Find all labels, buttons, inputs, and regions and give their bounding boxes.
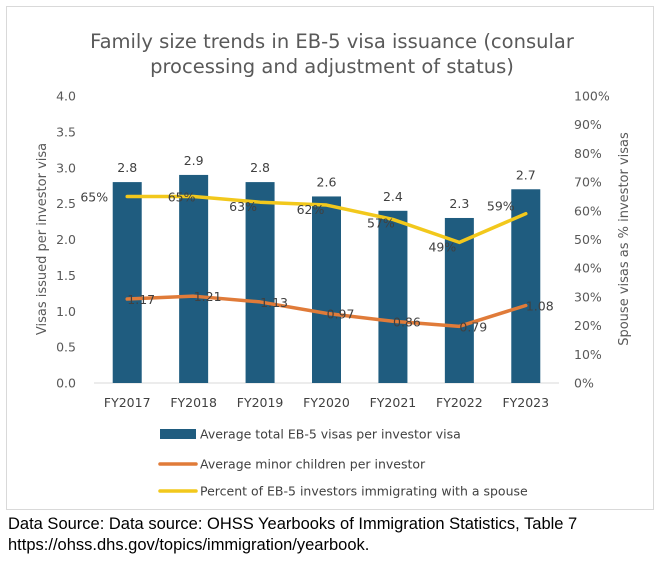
source-line-1: Data Source: Data source: OHSS Yearbooks…: [8, 515, 578, 533]
y-left-tick-label: 3.5: [56, 124, 76, 139]
children-data-label: 0.79: [459, 319, 487, 334]
legend-label: Average minor children per investor: [200, 457, 426, 472]
y-left-tick-label: 2.5: [56, 196, 76, 211]
y-left-tick-label: 4.0: [56, 89, 76, 104]
x-tick-label: FY2019: [237, 395, 284, 410]
x-tick-label: FY2020: [303, 395, 350, 410]
y-right-tick-label: 100%: [574, 89, 610, 104]
bar: [511, 189, 541, 383]
bar-data-label: 2.8: [117, 160, 137, 175]
children-data-label: 0.86: [393, 314, 421, 329]
legend-label: Average total EB-5 visas per investor vi…: [200, 427, 461, 442]
spouse-data-label: 59%: [487, 199, 515, 214]
y-right-tick-label: 0%: [574, 376, 594, 391]
y-left-tick-label: 0.5: [56, 340, 76, 355]
y-right-tick-label: 10%: [574, 347, 602, 362]
y-right-tick-label: 50%: [574, 232, 602, 247]
spouse-data-label: 63%: [229, 199, 257, 214]
y-left-tick-label: 1.5: [56, 268, 76, 283]
x-tick-label: FY2022: [436, 395, 483, 410]
series-line-minor-children: [125, 294, 528, 329]
bar-data-label: 2.8: [250, 160, 270, 175]
bar-data-label: 2.4: [383, 189, 403, 204]
spouse-data-label: 57%: [367, 215, 395, 230]
bar: [312, 196, 341, 383]
bar: [179, 174, 209, 383]
x-tick-label: FY2021: [370, 395, 417, 410]
y-right-tick-label: 60%: [574, 203, 602, 218]
bar: [245, 182, 275, 383]
y-axis-left-label: Visas issued per investor visa: [35, 143, 50, 335]
series-line-spouse-percent: [125, 194, 528, 245]
y-right-tick-label: 20%: [574, 318, 602, 333]
legend-label: Percent of EB-5 investors immigrating wi…: [200, 484, 528, 499]
bar: [112, 182, 142, 383]
x-tick-label: FY2023: [502, 395, 549, 410]
y-axis-right-label: Spouse visas as % investor visas: [617, 132, 632, 346]
chart-title-line-1: Family size trends in EB-5 visa issuance…: [90, 30, 575, 53]
y-right-tick-label: 90%: [574, 117, 602, 132]
y-left-tick-label: 0.0: [56, 376, 76, 391]
y-right-tick-label: 70%: [574, 175, 602, 190]
children-data-label: 1.21: [194, 289, 222, 304]
y-right-tick-label: 80%: [574, 146, 602, 161]
legend-swatch-bars: [160, 429, 196, 439]
children-data-label: 1.13: [260, 295, 288, 310]
spouse-data-label: 49%: [428, 239, 456, 254]
chart-frame: Family size trends in EB-5 visa issuance…: [6, 6, 654, 510]
y-left-tick-label: 1.0: [56, 304, 76, 319]
children-data-label: 0.97: [327, 306, 355, 321]
bar-data-label: 2.9: [184, 153, 204, 168]
bar-data-label: 2.3: [449, 196, 469, 211]
bar-data-label: 2.6: [317, 174, 337, 189]
y-right-tick-label: 30%: [574, 289, 602, 304]
spouse-data-label: 65%: [80, 189, 108, 204]
data-source-note: Data Source: Data source: OHSS Yearbooks…: [8, 514, 656, 556]
children-data-label: 1.08: [526, 299, 554, 314]
x-tick-label: FY2018: [170, 395, 217, 410]
chart-title-line-2: processing and adjustment of status): [150, 55, 514, 78]
x-tick-label: FY2017: [104, 395, 151, 410]
spouse-data-label: 65%: [168, 189, 196, 204]
y-left-tick-label: 2.0: [56, 232, 76, 247]
source-line-2: https://ohss.dhs.gov/topics/immigration/…: [8, 536, 370, 554]
bar: [378, 210, 408, 383]
bar: [444, 217, 474, 383]
children-data-label: 1.17: [127, 292, 155, 307]
bar-data-label: 2.7: [516, 167, 536, 182]
spouse-data-label: 62%: [297, 202, 325, 217]
y-left-tick-label: 3.0: [56, 160, 76, 175]
chart: Family size trends in EB-5 visa issuance…: [35, 30, 632, 499]
y-right-tick-label: 40%: [574, 261, 602, 276]
